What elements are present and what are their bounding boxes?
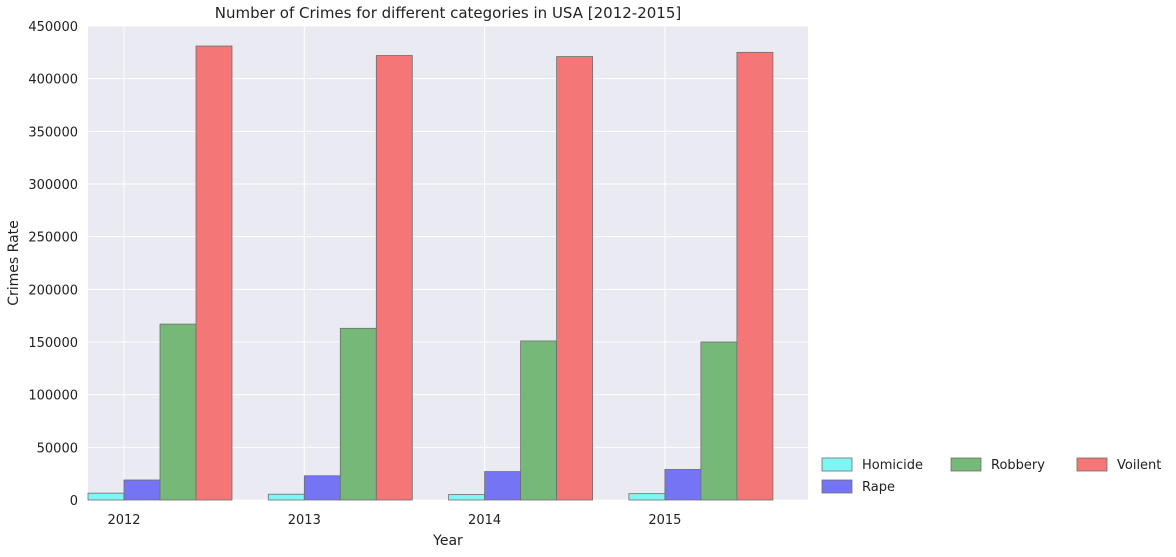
bar-voilent-2015 — [736, 51, 774, 501]
bar-homicide-2012 — [87, 492, 125, 501]
x-axis-label: Year — [432, 533, 463, 549]
bar-rape-2014 — [484, 471, 522, 501]
y-tick-label: 150000 — [28, 336, 78, 351]
x-tick-label: 2013 — [288, 513, 321, 528]
legend-label-robbery: Robbery — [991, 458, 1045, 473]
legend-label-voilent: Voilent — [1117, 458, 1161, 473]
bar-voilent-2012 — [195, 45, 233, 501]
bar-voilent-2014 — [556, 56, 593, 501]
bars — [87, 45, 774, 501]
legend-label-homicide: Homicide — [862, 458, 923, 473]
x-tick-label: 2014 — [468, 513, 501, 528]
legend-label-rape: Rape — [862, 480, 895, 495]
y-tick-label: 450000 — [28, 20, 78, 35]
x-tick-label: 2012 — [107, 513, 140, 528]
legend-swatch-robbery — [950, 457, 982, 472]
legend: Homicide Rape Robbery Voilent — [821, 457, 1161, 495]
bar-voilent-2013 — [375, 55, 413, 501]
y-tick-label: 200000 — [28, 283, 78, 298]
bar-robbery-2014 — [520, 340, 557, 501]
legend-swatch-rape — [821, 479, 853, 494]
legend-swatch-homicide — [821, 457, 853, 472]
x-axis-ticks: 2012 2013 2014 2015 — [107, 513, 681, 528]
legend-swatch-voilent — [1076, 457, 1108, 472]
y-tick-label: 300000 — [28, 178, 78, 193]
bar-robbery-2015 — [700, 341, 738, 501]
bar-robbery-2013 — [339, 327, 377, 501]
y-tick-label: 400000 — [28, 73, 78, 88]
y-tick-label: 350000 — [28, 125, 78, 140]
bar-homicide-2013 — [267, 493, 305, 501]
bar-rape-2015 — [664, 469, 702, 501]
y-tick-label: 100000 — [28, 389, 78, 404]
y-tick-label: 50000 — [37, 441, 78, 456]
bar-robbery-2012 — [159, 323, 197, 501]
y-tick-label: 250000 — [28, 231, 78, 246]
bar-homicide-2014 — [448, 494, 486, 501]
y-axis-label: Crimes Rate — [6, 220, 22, 306]
y-tick-label: 0 — [70, 494, 78, 509]
bar-rape-2012 — [123, 479, 161, 501]
chart-title: Number of Crimes for different categorie… — [215, 4, 681, 22]
bar-homicide-2015 — [628, 493, 666, 501]
bar-rape-2013 — [303, 475, 341, 501]
y-axis-ticks: 0 50000 100000 150000 200000 250000 300000 3500… — [28, 20, 78, 509]
x-tick-label: 2015 — [648, 513, 681, 528]
